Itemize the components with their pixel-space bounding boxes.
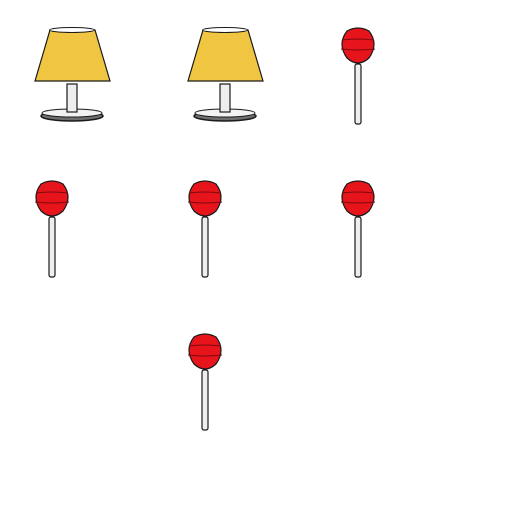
lamp-icon xyxy=(0,0,153,153)
lollipop-icon xyxy=(153,153,306,306)
lollipop-icon xyxy=(153,306,306,459)
lollipop-icon xyxy=(0,153,153,306)
lollipop-icon xyxy=(306,153,459,306)
lamp-icon xyxy=(153,0,306,153)
lollipop-icon xyxy=(306,0,459,153)
